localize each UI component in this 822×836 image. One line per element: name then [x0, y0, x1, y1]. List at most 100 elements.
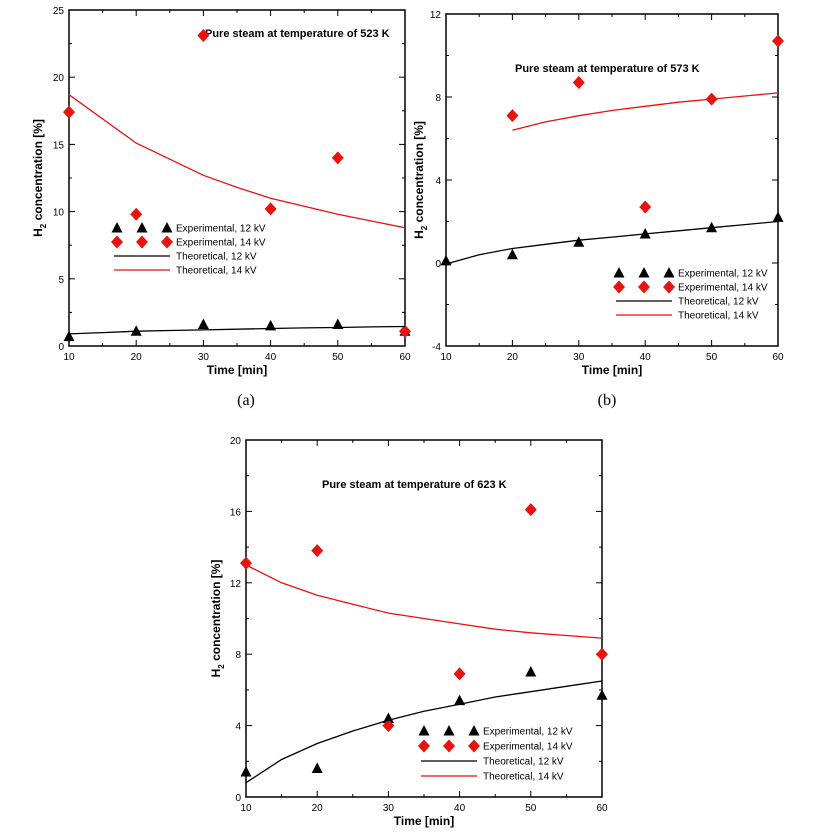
legend-label: Experimental, 12 kV — [176, 224, 266, 235]
legend-label: Theoretical, 14 kV — [678, 311, 759, 322]
series-line — [245, 564, 603, 639]
data-point-triangle — [130, 325, 142, 336]
legend-label: Theoretical, 12 kV — [483, 757, 564, 768]
legend-marker-diamond — [443, 739, 455, 753]
data-point-triangle — [525, 666, 537, 677]
x-axis-title: Time [min] — [582, 363, 642, 377]
legend-marker-triangle — [613, 267, 625, 278]
y-tick-label: 20 — [53, 73, 65, 84]
data-point-diamond — [264, 202, 277, 216]
x-tick-label: 10 — [440, 352, 452, 363]
legend-marker-triangle — [443, 725, 455, 736]
x-tick-label: 50 — [332, 352, 344, 363]
data-point-triangle — [596, 689, 608, 700]
legend-marker-triangle — [161, 222, 173, 233]
y-tick-label: 25 — [53, 6, 65, 17]
x-tick-label: 40 — [454, 803, 466, 814]
legend-label: Theoretical, 14 kV — [176, 266, 257, 277]
x-axis-title: Time [min] — [394, 814, 454, 828]
data-point-diamond — [399, 324, 411, 338]
data-point-triangle — [772, 211, 784, 222]
series-experimental-12-kv — [440, 211, 784, 266]
x-tick-label: 40 — [265, 352, 277, 363]
data-point-diamond — [572, 75, 585, 89]
legend-marker-triangle — [136, 222, 148, 233]
y-tick-label: 20 — [230, 436, 242, 447]
series-experimental-12-kv — [240, 666, 608, 777]
series-experimental-14-kv — [506, 34, 784, 214]
y-axis-title-rest: concentration [%] — [31, 119, 45, 224]
legend-marker-triangle — [111, 222, 123, 233]
legend-label: Experimental, 14 kV — [678, 283, 768, 294]
legend-label: Experimental, 12 kV — [678, 269, 768, 280]
x-tick-label: 40 — [640, 352, 652, 363]
legend-marker-diamond — [111, 235, 123, 249]
y-axis-title-subscript: 2 — [420, 225, 429, 230]
legend-label: Theoretical, 12 kV — [176, 252, 257, 263]
series-experimental-14-kv — [63, 29, 411, 338]
y-tick-label: 8 — [435, 93, 441, 104]
x-tick-label: 30 — [383, 803, 395, 814]
plot-frame — [68, 9, 406, 347]
y-axis-title-rest: concentration [%] — [412, 121, 426, 226]
legend-label: Theoretical, 12 kV — [678, 297, 759, 308]
legend-marker-diamond — [613, 280, 625, 294]
legend-marker-diamond — [468, 739, 480, 753]
legend-marker-triangle — [418, 725, 430, 736]
y-tick-label: 16 — [230, 507, 242, 518]
x-tick-label: 60 — [772, 352, 784, 363]
series-theoretical-12-kv — [68, 325, 406, 335]
y-tick-label: 0 — [235, 793, 241, 804]
y-tick-label: 12 — [430, 10, 442, 21]
y-tick-label: 5 — [58, 275, 64, 286]
panel-caption: (b) — [598, 392, 617, 409]
data-point-diamond — [382, 719, 395, 733]
legend-marker-diamond — [136, 235, 148, 249]
data-point-diamond — [311, 544, 324, 558]
data-point-diamond — [63, 105, 75, 119]
y-tick-label: 15 — [53, 140, 65, 151]
chart-annotation: Pure steam at temperature of 523 K — [205, 28, 390, 40]
y-tick-label: 10 — [53, 208, 65, 219]
y-axis-title-main: H — [31, 228, 45, 237]
x-axis-title: Time [min] — [207, 363, 267, 377]
legend: Experimental, 12 kV Experimental, 14 kV Th… — [111, 222, 266, 277]
data-point-triangle — [506, 248, 518, 260]
chart-panel-2: 10 20 30 40 50 60 -4 0 4 8 12 Time [min] H2 concentr… — [412, 10, 784, 409]
series-theoretical-14-kv — [68, 94, 406, 229]
x-tick-label: 60 — [596, 803, 608, 814]
y-tick-label: 12 — [230, 579, 242, 590]
y-axis-title: H2 concentration [%] — [31, 119, 48, 237]
y-axis-title: H2 concentration [%] — [209, 560, 226, 678]
y-tick-label: 0 — [435, 259, 441, 270]
legend-marker-triangle — [638, 267, 650, 278]
x-tick-label: 20 — [131, 352, 143, 363]
y-axis-title-main: H — [412, 230, 426, 239]
data-point-diamond — [524, 503, 537, 517]
chart-panel-3: 10 20 30 40 50 60 0 4 8 12 16 20 Time [min] H2 concen… — [209, 436, 608, 828]
data-point-diamond — [331, 151, 344, 165]
series-experimental-14-kv — [240, 503, 608, 733]
series-line — [68, 325, 406, 335]
data-point-diamond — [772, 34, 784, 48]
legend: Experimental, 12 kV Experimental, 14 kV Th… — [418, 725, 573, 783]
legend-marker-diamond — [663, 280, 675, 294]
data-point-diamond — [197, 29, 210, 43]
y-tick-label: -4 — [432, 342, 441, 353]
chart-panel-1: 10 20 30 40 50 60 0 5 10 15 20 25 Time [min] H2 conce… — [31, 6, 411, 409]
series-theoretical-12-kv — [445, 220, 779, 265]
panel-caption: (a) — [237, 392, 255, 409]
data-point-triangle — [240, 766, 252, 777]
data-point-triangle — [63, 330, 75, 342]
x-tick-label: 10 — [240, 803, 252, 814]
data-point-diamond — [639, 200, 652, 214]
y-axis-title-rest: concentration [%] — [209, 560, 223, 665]
y-tick-label: 4 — [235, 722, 241, 733]
x-tick-label: 10 — [63, 352, 75, 363]
data-point-diamond — [453, 667, 466, 681]
data-point-triangle — [639, 227, 651, 239]
legend-marker-triangle — [468, 725, 480, 736]
x-tick-label: 20 — [312, 803, 324, 814]
data-point-triangle — [706, 221, 718, 233]
